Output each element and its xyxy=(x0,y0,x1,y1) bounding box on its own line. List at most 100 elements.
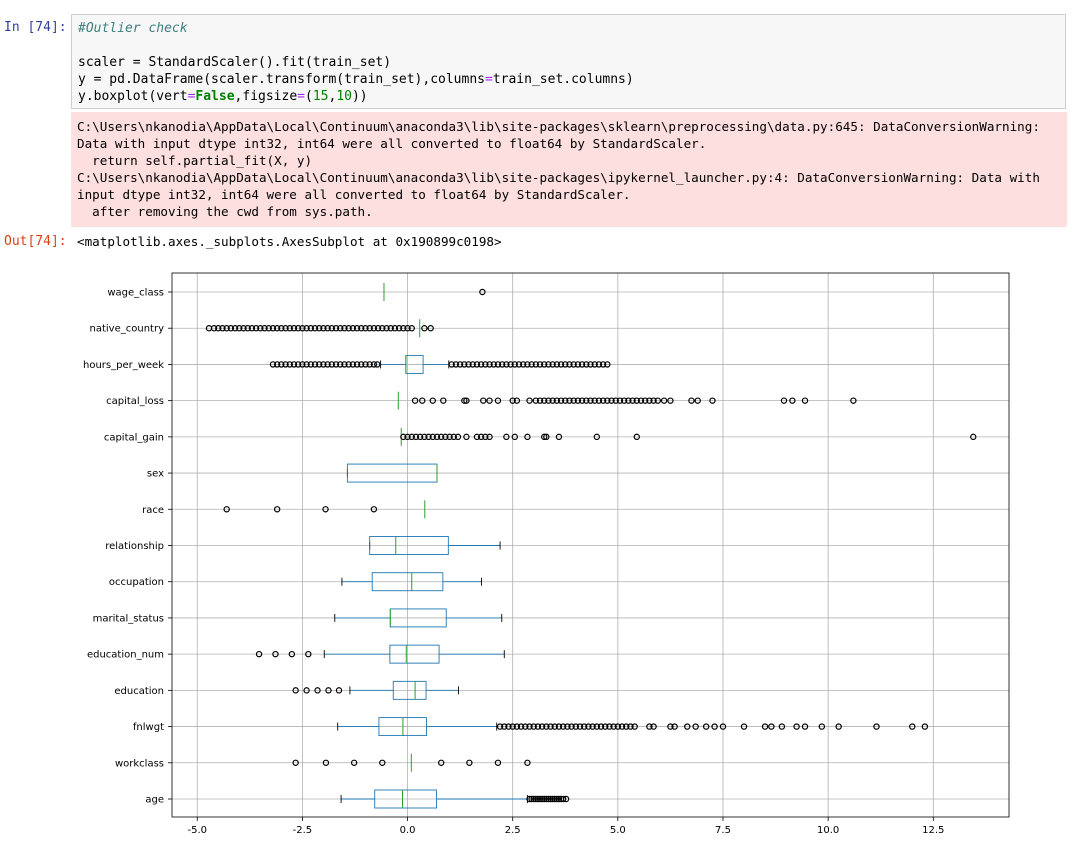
outlier-point xyxy=(332,325,340,332)
outlier-point xyxy=(337,325,344,332)
code-operator: = xyxy=(297,89,305,104)
outlier-point xyxy=(583,361,590,368)
outlier-point xyxy=(612,397,619,404)
outlier-point xyxy=(286,325,293,332)
outlier-point xyxy=(244,325,251,332)
outlier-point xyxy=(421,433,428,441)
code-text: train_set.columns) xyxy=(492,72,634,87)
outlier-point xyxy=(595,361,603,368)
outlier-point xyxy=(269,325,277,332)
code-cell[interactable]: #Outlier check scaler = StandardScaler()… xyxy=(71,14,1066,109)
outlier-point xyxy=(543,433,550,441)
outlier-point xyxy=(761,723,769,730)
outlier-point xyxy=(494,759,502,766)
outlier-point xyxy=(599,361,607,368)
outlier-point xyxy=(545,397,552,404)
outlier-point xyxy=(210,325,218,332)
outlier-point xyxy=(324,325,331,332)
outlier-point xyxy=(667,723,674,730)
outlier-point xyxy=(702,723,710,730)
outlier-point xyxy=(477,433,485,441)
box-iqr xyxy=(369,536,449,555)
outlier-point xyxy=(273,361,281,368)
outlier-point xyxy=(366,325,373,332)
code-text: ( xyxy=(305,89,313,104)
outlier-point xyxy=(236,325,243,332)
outlier-point xyxy=(416,433,424,441)
y-tick-label: fnlwgt xyxy=(133,722,164,733)
outlier-point xyxy=(307,361,314,368)
outlier-point xyxy=(793,723,800,730)
outlier-point xyxy=(835,723,842,730)
outlier-point xyxy=(604,361,611,368)
outlier-point xyxy=(370,325,378,332)
outlier-point xyxy=(572,723,579,730)
outlier-point xyxy=(602,723,609,730)
outlier-point xyxy=(469,361,476,368)
outlier-point xyxy=(425,433,432,441)
code-text: ,figsize xyxy=(234,89,298,104)
box-iqr xyxy=(374,789,438,809)
outlier-point xyxy=(909,723,916,730)
outlier-point xyxy=(286,361,293,368)
outlier-point xyxy=(324,361,331,368)
outlier-point xyxy=(479,288,486,296)
outlier-point xyxy=(362,361,369,368)
outlier-point xyxy=(353,325,361,332)
y-tick-label: education xyxy=(114,686,164,697)
box-iqr xyxy=(392,680,427,700)
outlier-point xyxy=(328,361,336,368)
outlier-point xyxy=(562,397,569,404)
y-tick-label: race xyxy=(142,505,164,516)
stderr-line: after removing the cwd from sys.path. xyxy=(77,204,373,219)
outlier-point xyxy=(593,723,601,730)
input-prompt: In [74]: xyxy=(4,20,67,35)
outlier-point xyxy=(316,361,323,368)
outlier-point xyxy=(452,361,460,368)
outlier-point xyxy=(292,687,299,694)
outlier-point xyxy=(610,723,617,730)
x-tick-label: 5.0 xyxy=(610,825,626,836)
y-tick-label: native_country xyxy=(90,324,165,335)
outlier-point xyxy=(278,361,285,368)
outlier-point xyxy=(482,361,489,368)
stderr-line: C:\Users\nkanodia\AppData\Local\Continuu… xyxy=(77,119,1040,134)
outlier-point xyxy=(517,723,525,730)
outlier-point xyxy=(566,397,573,404)
outlier-point xyxy=(545,795,552,803)
x-tick-label: 7.5 xyxy=(715,825,731,836)
stderr-line: return self.partial_fit(X, y) xyxy=(77,153,313,168)
outlier-point xyxy=(366,361,373,368)
code-comment: #Outlier check xyxy=(78,21,188,36)
outlier-point xyxy=(637,397,645,404)
outlier-point xyxy=(780,397,788,404)
outlier-point xyxy=(341,325,348,332)
outlier-point xyxy=(553,795,561,803)
code-line-3: y = pd.DataFrame(scaler.transform(train_… xyxy=(78,72,634,88)
outlier-point xyxy=(654,397,661,404)
box-iqr xyxy=(389,644,440,664)
outlier-point xyxy=(778,723,786,730)
outlier-point xyxy=(623,723,630,730)
outlier-point xyxy=(591,361,598,368)
outlier-point xyxy=(223,325,230,332)
outlier-point xyxy=(580,723,588,730)
outlier-point xyxy=(618,723,626,730)
outlier-point xyxy=(534,795,542,803)
outlier-point xyxy=(536,795,544,803)
outlier-point xyxy=(507,361,514,368)
outlier-point xyxy=(530,723,537,730)
code-text: )) xyxy=(351,89,368,104)
y-tick-label: occupation xyxy=(109,577,164,588)
outlier-point xyxy=(526,795,533,803)
outlier-point xyxy=(641,397,649,404)
outlier-point xyxy=(303,687,310,694)
x-tick-label: -2.5 xyxy=(293,825,313,836)
outlier-point xyxy=(801,397,809,404)
outlier-point xyxy=(513,397,521,404)
outlier-point xyxy=(437,433,445,441)
outlier-point xyxy=(482,433,489,441)
outlier-point xyxy=(322,506,329,513)
outlier-point xyxy=(486,397,493,404)
outlier-point xyxy=(538,795,546,803)
